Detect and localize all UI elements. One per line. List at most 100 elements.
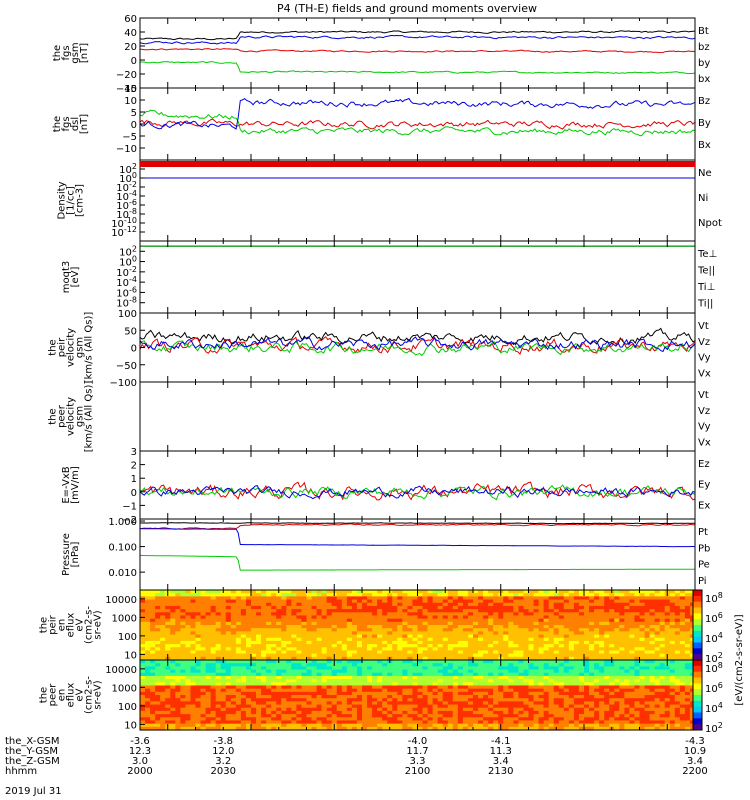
spectrogram-cell [266, 717, 272, 722]
spectrogram-cell [170, 682, 176, 687]
spectrogram-cell [639, 634, 646, 639]
spectrogram-cell [483, 675, 489, 680]
spectrogram-cell [341, 612, 348, 617]
spectrogram-cell [175, 618, 181, 623]
spectrogram-cell [326, 650, 333, 655]
spectrogram-cell [271, 628, 277, 632]
spectrogram-cell [538, 631, 545, 636]
spectrogram-cell [417, 695, 424, 699]
spectrogram-cell [356, 621, 363, 626]
spectrogram-cell [573, 682, 580, 687]
spectrogram-cell [503, 653, 509, 658]
spectrogram-cell [321, 666, 328, 671]
spectrogram-cell [155, 688, 161, 693]
spectrogram-cell [341, 637, 348, 642]
spectrogram-cell [372, 682, 378, 687]
spectrogram-cell [498, 650, 504, 655]
spectrogram-cell [235, 682, 242, 687]
spectrogram-cell [467, 682, 474, 687]
spectrogram-cell [392, 637, 398, 642]
spectrogram-cell [392, 612, 398, 617]
spectrogram-cell [447, 704, 454, 709]
spectrogram-cell [382, 660, 388, 664]
spectrogram-cell [513, 602, 520, 607]
spectrogram-cell [220, 679, 227, 683]
spectrogram-cell [372, 726, 378, 731]
spectrogram-cell [356, 612, 363, 617]
spectrogram-cell [170, 672, 176, 677]
spectrogram-cell [483, 640, 489, 645]
spectrogram-cell [523, 726, 530, 731]
spectrogram-cell [538, 726, 545, 731]
spectrogram-cell [518, 695, 525, 699]
spectrogram-cell [145, 634, 151, 639]
spectrogram-cell [351, 710, 358, 715]
spectrogram-cell [432, 602, 439, 607]
spectrogram-cell [140, 682, 146, 687]
spectrogram-cell [245, 695, 252, 699]
spectrogram-cell [478, 593, 484, 597]
spectrogram-cell [331, 720, 338, 725]
spectrogram-cell [225, 599, 232, 604]
spectrogram-cell [341, 682, 348, 687]
y-axis-label-line: [1/cc] [66, 186, 77, 215]
spectrogram-cell [659, 625, 666, 629]
spectrogram-cell [568, 710, 575, 715]
spectrogram-cell [190, 590, 197, 594]
spectrogram-cell [498, 682, 504, 687]
spectrogram-cell [377, 605, 383, 610]
spectrogram-cell [523, 717, 530, 722]
spectrogram-cell [311, 723, 318, 728]
spectrogram-cell [397, 672, 403, 677]
spectrogram-cell [493, 615, 499, 620]
spectrogram-cell [432, 660, 439, 664]
spectrogram-cell [589, 669, 595, 674]
spectrogram-cell [377, 726, 383, 731]
spectrogram-cell [563, 666, 570, 671]
spectrogram-cell [140, 701, 146, 706]
spectrogram-cell [180, 647, 187, 652]
spectrogram-cell [331, 672, 338, 677]
spectrogram-cell [402, 688, 409, 693]
spectrogram-cell [488, 656, 494, 661]
spectrogram-cell [392, 663, 398, 667]
spectrogram-cell [573, 596, 580, 601]
spectrogram-cell [538, 647, 545, 652]
spectrogram-cell [478, 701, 484, 706]
spectrogram-cell [225, 625, 232, 629]
spectrogram-cell [523, 596, 530, 601]
spectrogram-cell [437, 710, 444, 715]
y-axis-label-line: E=-VxB [61, 466, 72, 503]
spectrogram-cell [563, 695, 570, 699]
spectrogram-cell [508, 672, 514, 677]
spectrogram-cell [573, 714, 580, 718]
spectrogram-cell [412, 717, 419, 722]
spectrogram-cell [508, 593, 514, 597]
spectrogram-cell [351, 701, 358, 706]
spectrogram-cell [367, 612, 373, 617]
spectrogram-cell [503, 644, 509, 648]
series-line-Bt [139, 30, 696, 41]
spectrogram-cell [331, 682, 338, 687]
spectrogram-cell [175, 669, 181, 674]
spectrogram-cell [412, 618, 419, 623]
spectrogram-cell [392, 602, 398, 607]
spectrogram-cell [513, 653, 520, 658]
y-tick-label: 10-12 [111, 225, 137, 239]
spectrogram-cell [351, 698, 358, 702]
spectrogram-cell [195, 660, 202, 664]
spectrogram-cell [392, 634, 398, 639]
spectrogram-cell [578, 695, 585, 699]
spectrogram-cell [150, 605, 156, 610]
spectrogram-cell [594, 675, 600, 680]
y-tick-label: 10-4 [116, 189, 137, 203]
spectrogram-cell [528, 653, 535, 658]
spectrogram-cell [619, 625, 625, 629]
spectrogram-cell [503, 682, 509, 687]
spectrogram-cell [478, 640, 484, 645]
spectrogram-cell [684, 631, 691, 636]
spectrogram-cell [377, 723, 383, 728]
spectrogram-cell [346, 631, 353, 636]
spectrogram-cell [321, 605, 328, 610]
